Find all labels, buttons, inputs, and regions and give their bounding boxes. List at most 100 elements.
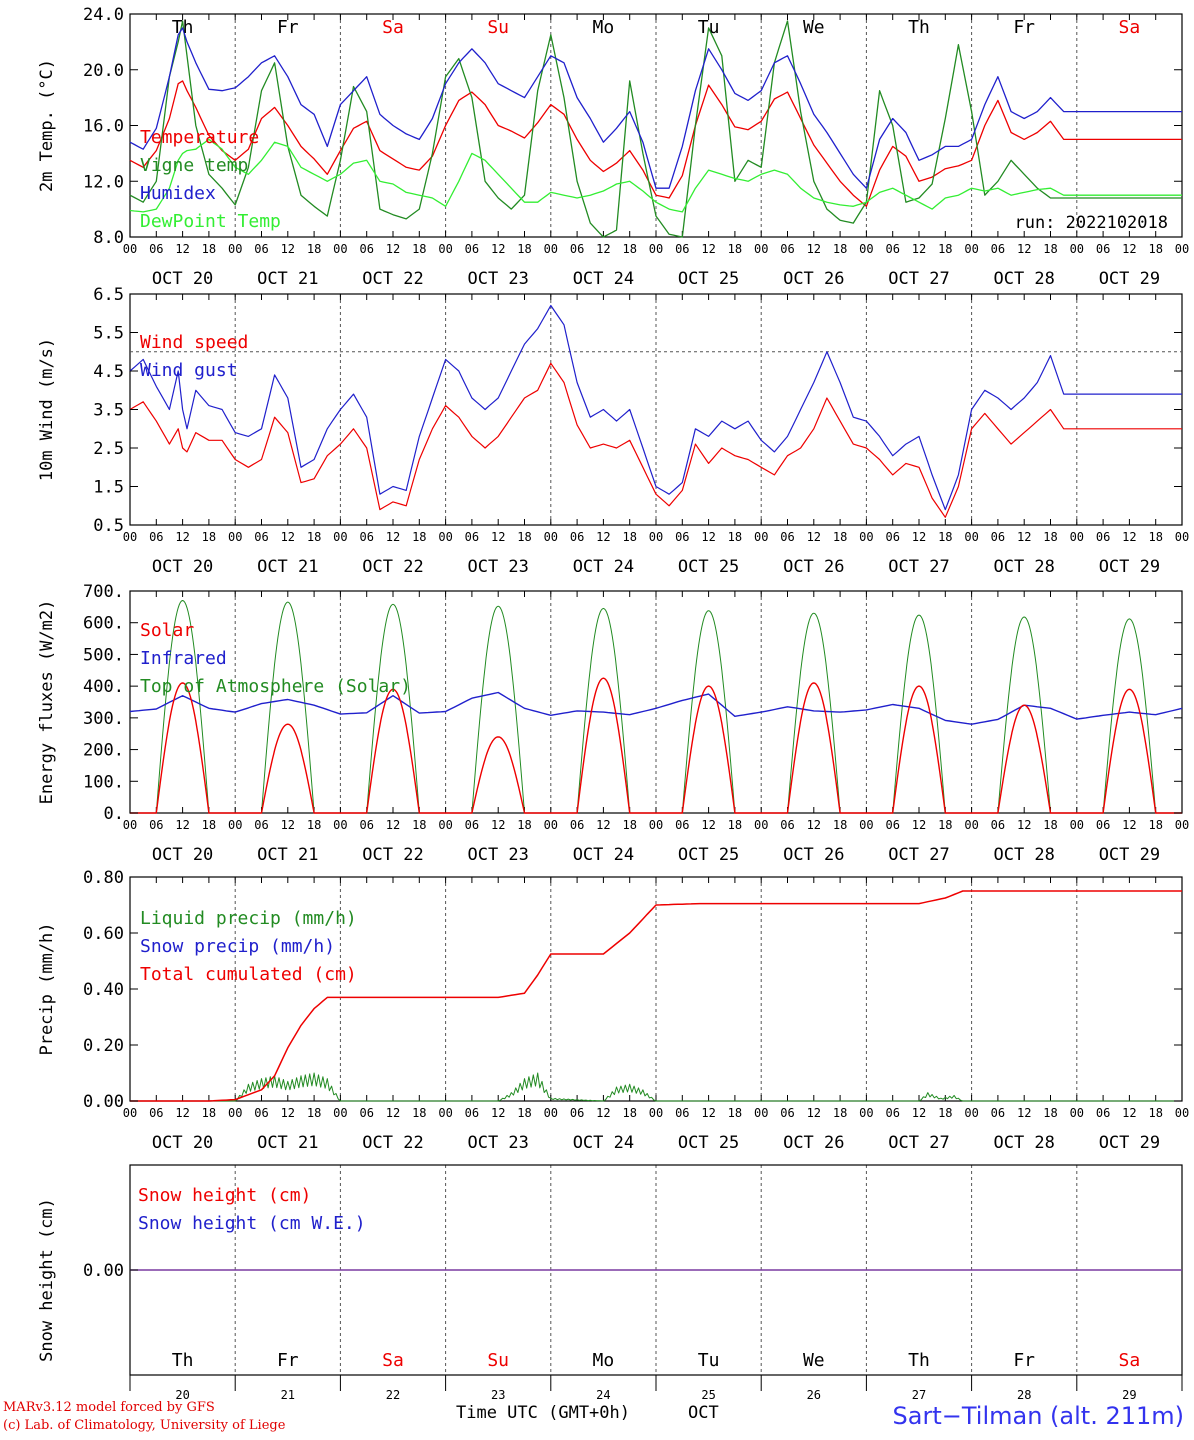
date-label: OCT 26 bbox=[783, 1133, 844, 1153]
hour-tick-label: 06 bbox=[1096, 530, 1110, 544]
date-label: OCT 21 bbox=[257, 1133, 318, 1153]
hour-tick-label: 12 bbox=[1017, 530, 1031, 544]
hour-tick-label: 12 bbox=[386, 1106, 400, 1120]
weekday-label: Th bbox=[908, 1350, 930, 1371]
day-number-label: 26 bbox=[807, 1388, 821, 1402]
legend-entry: Snow height (cm) bbox=[138, 1185, 311, 1206]
day-number-label: 28 bbox=[1017, 1388, 1031, 1402]
hour-tick-label: 00 bbox=[964, 1106, 978, 1120]
solar-line bbox=[130, 677, 1182, 814]
hour-tick-label: 06 bbox=[465, 1106, 479, 1120]
y-tick-label: 1.5 bbox=[93, 478, 124, 498]
hour-tick-label: 00 bbox=[649, 1106, 663, 1120]
hour-tick-label: 18 bbox=[728, 242, 742, 256]
hour-tick-label: 12 bbox=[1122, 530, 1136, 544]
legend-entry: Solar bbox=[140, 620, 194, 641]
date-label: OCT 25 bbox=[678, 269, 739, 289]
y-tick-label: 0.00 bbox=[83, 1261, 124, 1281]
hour-tick-label: 00 bbox=[1175, 1106, 1189, 1120]
date-label: OCT 24 bbox=[573, 269, 634, 289]
hour-tick-label: 12 bbox=[491, 530, 505, 544]
weekday-label: Fr bbox=[277, 17, 299, 38]
hour-tick-label: 18 bbox=[622, 242, 636, 256]
hour-tick-label: 06 bbox=[359, 1106, 373, 1120]
day-number-label: 22 bbox=[386, 1388, 400, 1402]
hour-tick-label: 12 bbox=[281, 818, 295, 832]
hour-tick-label: 18 bbox=[307, 1106, 321, 1120]
date-label: OCT 22 bbox=[362, 1133, 423, 1153]
date-label: OCT 23 bbox=[467, 557, 528, 577]
hour-tick-label: 00 bbox=[333, 242, 347, 256]
hour-tick-label: 00 bbox=[544, 242, 558, 256]
weekday-label: Su bbox=[487, 17, 509, 38]
hour-tick-label: 18 bbox=[202, 242, 216, 256]
hour-tick-label: 06 bbox=[570, 1106, 584, 1120]
station-name: Sart−Tilman (alt. 211m) bbox=[892, 1402, 1184, 1430]
y-tick-label: 6.5 bbox=[93, 285, 124, 305]
hour-tick-label: 06 bbox=[780, 242, 794, 256]
y-axis-label: Precip (mm/h) bbox=[37, 922, 57, 1055]
hour-tick-label: 12 bbox=[491, 1106, 505, 1120]
legend-entry: Temperature bbox=[140, 127, 259, 148]
hour-tick-label: 06 bbox=[675, 530, 689, 544]
hour-tick-label: 18 bbox=[517, 1106, 531, 1120]
weekday-label: We bbox=[803, 17, 825, 38]
hour-tick-label: 00 bbox=[859, 1106, 873, 1120]
hour-tick-label: 06 bbox=[1096, 1106, 1110, 1120]
y-tick-label: 24.0 bbox=[83, 5, 124, 25]
hour-tick-label: 18 bbox=[1043, 530, 1057, 544]
hour-tick-label: 06 bbox=[885, 530, 899, 544]
series-line bbox=[129, 20, 1182, 238]
y-tick-label: 600. bbox=[83, 614, 124, 634]
series-line bbox=[129, 138, 1182, 213]
hour-tick-label: 06 bbox=[359, 530, 373, 544]
hour-tick-label: 06 bbox=[885, 1106, 899, 1120]
date-label: OCT 23 bbox=[467, 269, 528, 289]
hour-tick-label: 06 bbox=[149, 1106, 163, 1120]
date-label: OCT 28 bbox=[993, 269, 1054, 289]
hour-tick-label: 00 bbox=[123, 530, 137, 544]
run-annotation: run: 2022102018 bbox=[1014, 213, 1168, 233]
hour-tick-label: 00 bbox=[123, 818, 137, 832]
y-tick-label: 0.20 bbox=[83, 1036, 124, 1056]
hour-tick-label: 00 bbox=[123, 242, 137, 256]
y-tick-label: 12.0 bbox=[83, 172, 124, 192]
hour-tick-label: 06 bbox=[675, 1106, 689, 1120]
x-axis-month: OCT bbox=[688, 1403, 719, 1423]
hour-tick-label: 18 bbox=[728, 530, 742, 544]
date-label: OCT 25 bbox=[678, 557, 739, 577]
hour-tick-label: 00 bbox=[333, 818, 347, 832]
hour-tick-label: 18 bbox=[833, 818, 847, 832]
hour-tick-label: 00 bbox=[544, 530, 558, 544]
hour-tick-label: 18 bbox=[1043, 242, 1057, 256]
hour-tick-label: 12 bbox=[386, 530, 400, 544]
hour-tick-label: 00 bbox=[754, 818, 768, 832]
hour-tick-label: 12 bbox=[701, 530, 715, 544]
date-label: OCT 20 bbox=[152, 269, 213, 289]
hour-tick-label: 12 bbox=[491, 818, 505, 832]
date-label: OCT 24 bbox=[573, 557, 634, 577]
hour-tick-label: 18 bbox=[728, 818, 742, 832]
day-number-label: 20 bbox=[175, 1388, 189, 1402]
day-number-label: 24 bbox=[596, 1388, 610, 1402]
hour-tick-label: 06 bbox=[1096, 818, 1110, 832]
date-label: OCT 25 bbox=[678, 845, 739, 865]
hour-tick-label: 12 bbox=[1122, 242, 1136, 256]
weekday-label: Mo bbox=[593, 17, 615, 38]
date-label: OCT 28 bbox=[993, 557, 1054, 577]
model-credit-line: MARv3.12 model forced by GFS bbox=[3, 1400, 215, 1415]
hour-tick-label: 18 bbox=[938, 818, 952, 832]
hour-tick-label: 12 bbox=[386, 818, 400, 832]
day-number-label: 23 bbox=[491, 1388, 505, 1402]
y-tick-label: 5.5 bbox=[93, 324, 124, 344]
hour-tick-label: 06 bbox=[991, 242, 1005, 256]
y-tick-label: 0.60 bbox=[83, 924, 124, 944]
hour-tick-label: 06 bbox=[570, 530, 584, 544]
day-number-label: 29 bbox=[1122, 1388, 1136, 1402]
y-axis-label: Snow height (cm) bbox=[37, 1198, 57, 1362]
weekday-label: Mo bbox=[593, 1350, 615, 1371]
y-tick-label: 0.40 bbox=[83, 980, 124, 1000]
weekday-label: Fr bbox=[1013, 1350, 1035, 1371]
hour-tick-label: 00 bbox=[859, 530, 873, 544]
